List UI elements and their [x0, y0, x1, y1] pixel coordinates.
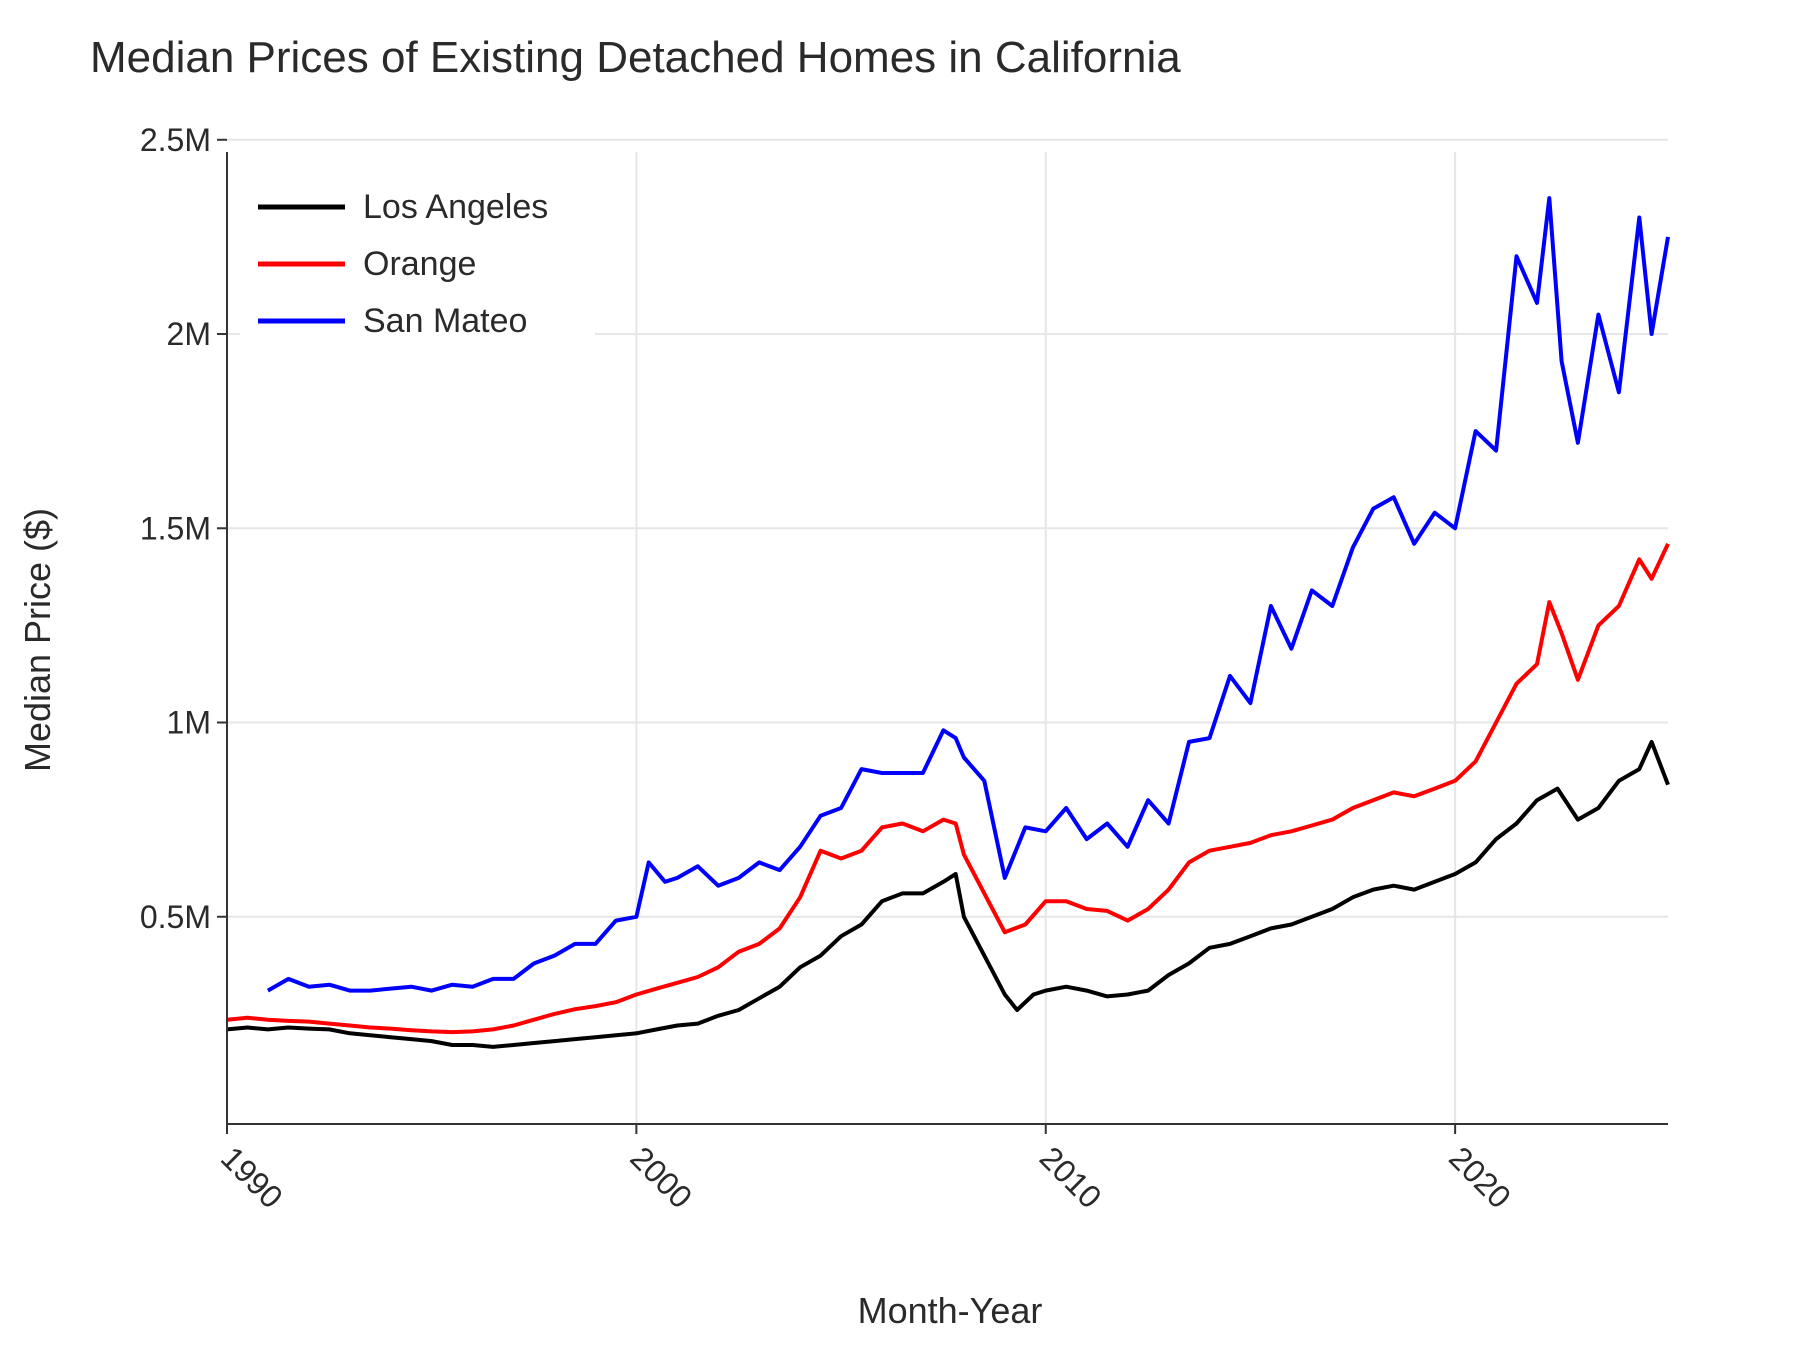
y-tick-label: 1M	[167, 705, 211, 741]
y-tick-label: 1.5M	[140, 510, 211, 546]
series-line-orange	[226, 542, 1670, 1035]
legend-label: Los Angeles	[363, 188, 548, 226]
x-axis-title: Month-Year	[858, 1290, 1043, 1331]
y-tick-label: 2M	[167, 316, 211, 352]
y-axis-title: Median Price ($)	[17, 508, 58, 772]
x-tick-label: 2000	[623, 1139, 699, 1215]
x-tick-label: 2020	[1442, 1139, 1518, 1215]
chart-title: Median Prices of Existing Detached Homes…	[90, 33, 1181, 82]
legend-label: Orange	[363, 245, 476, 283]
grid-lines	[226, 138, 1668, 1124]
y-tick-label: 0.5M	[140, 899, 211, 935]
series-lines	[226, 196, 1670, 1049]
legend-label: San Mateo	[363, 302, 527, 340]
x-tick-label: 1990	[214, 1139, 290, 1215]
y-tick-label: 2.5M	[140, 122, 211, 158]
legend: Los Angeles Orange San Mateo	[240, 165, 595, 360]
x-tick-label: 2010	[1033, 1139, 1109, 1215]
series-line-san-mateo	[266, 196, 1670, 993]
series-line-los-angeles	[226, 739, 1670, 1049]
